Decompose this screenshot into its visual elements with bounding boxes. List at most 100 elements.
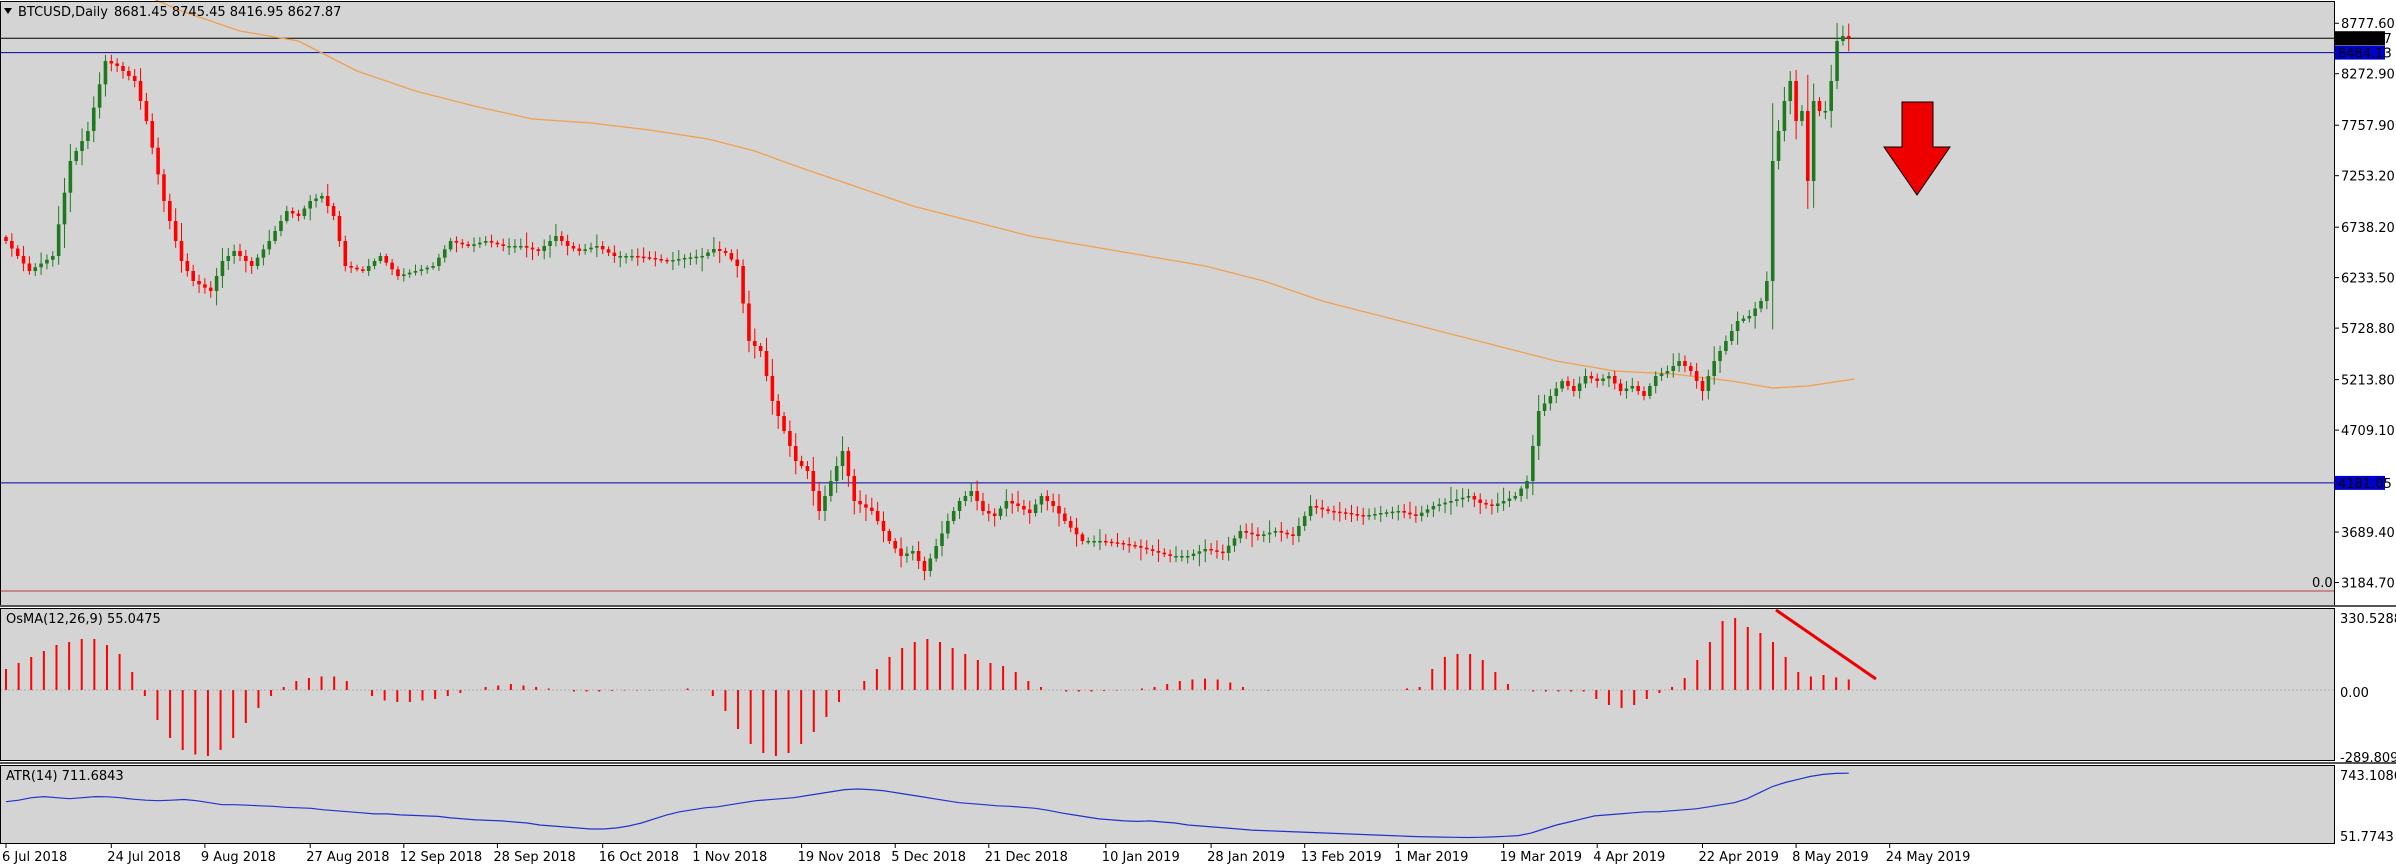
atr-panel: ATR(14) 711.6843 743.1086 51.7743 bbox=[0, 765, 2396, 845]
bull-candle bbox=[448, 241, 453, 250]
bear-candle bbox=[1168, 554, 1172, 556]
bear-candle bbox=[799, 461, 804, 466]
bear-candle bbox=[1133, 545, 1137, 547]
bear-candle bbox=[747, 303, 751, 341]
bear-candle bbox=[144, 101, 149, 121]
bull-candle bbox=[1495, 503, 1500, 506]
bear-candle bbox=[975, 491, 979, 501]
bear-candle bbox=[1478, 499, 1482, 503]
bear-candle bbox=[1589, 376, 1594, 379]
bear-candle bbox=[1051, 501, 1055, 506]
chart-header: BTCUSD,Daily 8681.45 8745.45 8416.95 862… bbox=[4, 5, 341, 20]
main-chart-panel: 8777.60 8272.90 7757.90 7253.20 6738.20 6233.… bbox=[0, 0, 2396, 606]
bear-candle bbox=[881, 521, 886, 531]
bear-candle bbox=[244, 256, 248, 261]
bear-candle bbox=[1414, 514, 1418, 516]
bull-candle bbox=[1729, 331, 1734, 341]
bear-candle bbox=[4, 237, 8, 241]
bear-candle bbox=[1343, 512, 1348, 514]
y-tick-label: 8272.90 bbox=[2341, 68, 2395, 83]
bull-candle bbox=[1396, 511, 1401, 513]
bear-candle bbox=[1689, 366, 1693, 371]
bull-candle bbox=[676, 259, 681, 261]
bull-candle bbox=[214, 276, 219, 291]
bear-candle bbox=[793, 446, 798, 461]
candlestick-series bbox=[4, 22, 1851, 581]
resistance-price-tag-text: 8484.13 bbox=[2338, 47, 2392, 62]
bull-candle bbox=[261, 249, 266, 258]
bear-candle bbox=[981, 501, 985, 511]
bull-candle bbox=[33, 267, 38, 271]
bear-candle bbox=[636, 256, 640, 258]
down-arrow-icon bbox=[1883, 101, 1951, 196]
bear-candle bbox=[331, 206, 336, 216]
bull-candle bbox=[1601, 378, 1605, 381]
bear-candle bbox=[337, 216, 342, 241]
bull-candle bbox=[1302, 516, 1307, 526]
bull-candle bbox=[1671, 366, 1676, 371]
bull-candle bbox=[1273, 531, 1278, 533]
bull-candle bbox=[507, 246, 511, 248]
main-chart-background[interactable] bbox=[0, 1, 2335, 606]
atr-background[interactable] bbox=[0, 765, 2335, 844]
bear-candle bbox=[138, 81, 143, 101]
bull-candle bbox=[688, 257, 693, 259]
bear-candle bbox=[559, 236, 564, 241]
bear-candle bbox=[665, 260, 669, 262]
bear-candle bbox=[764, 351, 769, 376]
bear-candle bbox=[659, 259, 663, 261]
bear-candle bbox=[1057, 506, 1061, 514]
bear-candle bbox=[647, 257, 652, 259]
bull-candle bbox=[934, 546, 938, 559]
bull-candle bbox=[255, 257, 260, 266]
bull-candle bbox=[1753, 308, 1757, 316]
bull-candle bbox=[267, 241, 272, 250]
y-tick-label: 7253.20 bbox=[2341, 170, 2395, 185]
bear-candle bbox=[653, 258, 658, 260]
bear-candle bbox=[168, 201, 172, 221]
bear-candle bbox=[208, 287, 213, 291]
last-price-tag bbox=[2335, 31, 2385, 46]
bear-candle bbox=[325, 196, 330, 206]
bull-candle bbox=[682, 258, 687, 260]
bull-candle bbox=[1548, 396, 1553, 404]
bear-candle bbox=[1595, 378, 1599, 381]
bull-candle bbox=[542, 246, 546, 251]
bull-candle bbox=[1238, 531, 1243, 539]
x-tick-label: 10 Jan 2019 bbox=[1102, 850, 1180, 865]
bull-candle bbox=[366, 266, 371, 271]
x-tick-label: 5 Dec 2018 bbox=[891, 850, 966, 865]
bear-candle bbox=[536, 249, 541, 251]
bull-candle bbox=[1437, 504, 1442, 506]
bull-candle bbox=[1098, 541, 1102, 543]
horizontal-lines[interactable] bbox=[0, 37, 2335, 592]
bull-candle bbox=[1677, 361, 1681, 366]
bear-candle bbox=[249, 261, 254, 266]
bear-candle bbox=[460, 242, 465, 245]
bull-candle bbox=[378, 256, 383, 261]
bull-candle bbox=[1443, 502, 1447, 505]
bull-candle bbox=[91, 107, 96, 131]
x-tick-label: 9 Aug 2018 bbox=[201, 850, 276, 865]
x-tick-label: 28 Sep 2018 bbox=[493, 850, 575, 865]
triangle-down-icon[interactable] bbox=[4, 8, 12, 14]
osma-tick-top: 330.5288 bbox=[2340, 612, 2396, 627]
bull-candle bbox=[829, 481, 833, 496]
bear-candle bbox=[776, 401, 780, 416]
bull-candle bbox=[1706, 376, 1711, 391]
osma-panel: OsMA(12,26,9) 55.0475 330.5288 0.00 -289… bbox=[0, 608, 2396, 766]
bear-candle bbox=[197, 281, 201, 285]
bear-candle bbox=[495, 242, 500, 245]
bull-candle bbox=[1841, 36, 1845, 41]
bear-candle bbox=[1320, 507, 1325, 510]
bear-candle bbox=[355, 267, 359, 270]
bull-candle bbox=[1180, 556, 1184, 558]
bull-candle bbox=[1788, 81, 1793, 101]
bear-candle bbox=[1408, 512, 1412, 515]
support-price-tag bbox=[2335, 475, 2385, 490]
bear-candle bbox=[27, 263, 32, 271]
osma-trendline[interactable] bbox=[1775, 608, 1877, 681]
bull-candle bbox=[1086, 541, 1091, 543]
atr-line bbox=[5, 772, 1849, 839]
